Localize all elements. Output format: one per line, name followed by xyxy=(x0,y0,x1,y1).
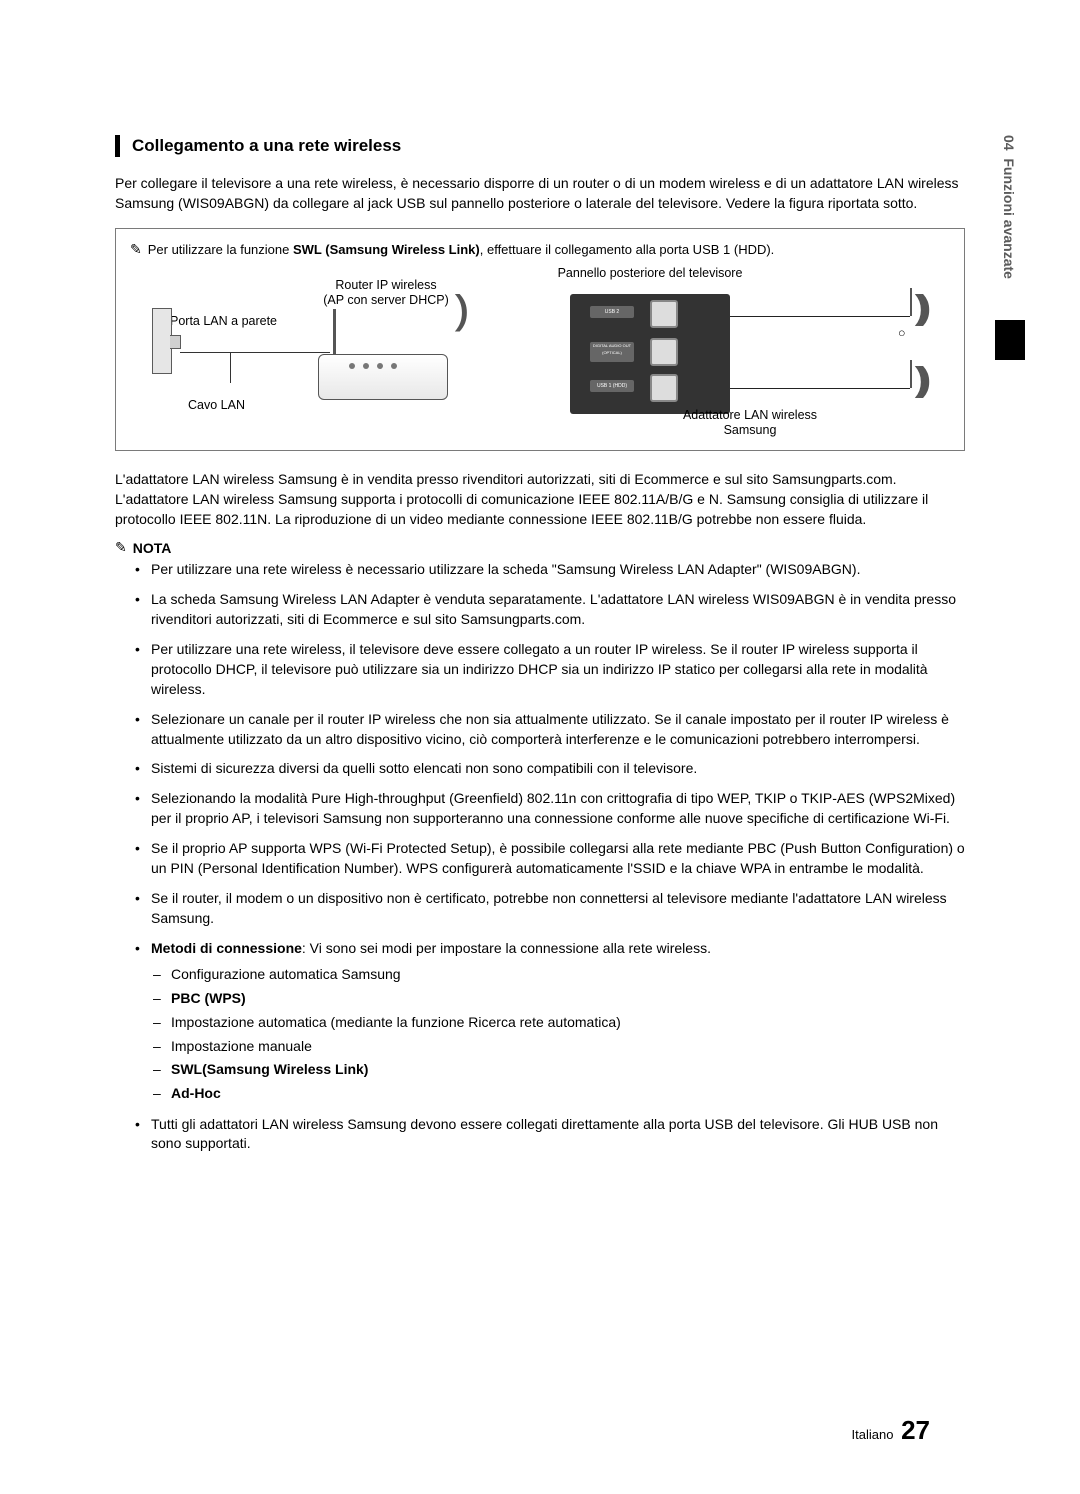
tv-back-panel-icon: USB 2 DIGITAL AUDIO OUT (OPTICAL) USB 1 … xyxy=(570,294,730,414)
intro-paragraph: Per collegare il televisore a una rete w… xyxy=(115,173,965,214)
heading-bar-icon xyxy=(115,135,120,157)
methods-rest: : Vi sono sei modi per impostare la conn… xyxy=(302,940,711,956)
note-icon: ✎ xyxy=(115,539,127,556)
diagram-top-note: ✎ Per utilizzare la funzione SWL (Samsun… xyxy=(130,241,950,258)
chapter-title: Funzioni avanzate xyxy=(1001,158,1017,279)
sub-item: Configurazione automatica Samsung xyxy=(171,964,965,986)
usb-line-bottom xyxy=(730,388,910,389)
note-item: Per utilizzare una rete wireless è neces… xyxy=(151,560,965,580)
note-icon: ✎ xyxy=(130,241,142,258)
usb2-slot: USB 2 xyxy=(590,306,634,318)
chapter-number: 04 xyxy=(1001,135,1017,151)
note-item: Selezionare un canale per il router IP w… xyxy=(151,710,965,750)
wall-port-label: Porta LAN a parete xyxy=(170,314,277,330)
adapter-info-paragraph: L'adattatore LAN wireless Samsung è in v… xyxy=(115,469,965,530)
usb1-port-icon xyxy=(650,374,678,402)
lan-cable-line xyxy=(180,352,330,353)
note-item: Se il router, il modem o un dispositivo … xyxy=(151,889,965,929)
sub-item: SWL(Samsung Wireless Link) xyxy=(171,1059,965,1081)
adapter-top-icon xyxy=(910,288,912,316)
router-lights-icon xyxy=(349,363,397,369)
note-item: Per utilizzare una rete wireless, il tel… xyxy=(151,640,965,700)
router-label: Router IP wireless(AP con server DHCP) xyxy=(316,278,456,309)
chapter-tab: 04 Funzioni avanzate xyxy=(995,135,1025,505)
diagram-area: Porta LAN a parete Cavo LAN Router IP wi… xyxy=(130,268,950,430)
adapter-bottom-icon xyxy=(910,360,912,388)
note-item: La scheda Samsung Wireless LAN Adapter è… xyxy=(151,590,965,630)
footer-lang: Italiano xyxy=(852,1427,894,1442)
router-icon xyxy=(318,354,448,400)
section-heading: Collegamento a una rete wireless xyxy=(115,135,965,157)
methods-bold: Metodi di connessione xyxy=(151,940,302,956)
chapter-label: 04 Funzioni avanzate xyxy=(1001,135,1017,279)
diagram-note-text: Per utilizzare la funzione SWL (Samsung … xyxy=(148,242,775,257)
sub-item: Impostazione manuale xyxy=(171,1036,965,1058)
wall-port-icon xyxy=(152,308,172,374)
note-item: Selezionando la modalità Pure High-throu… xyxy=(151,789,965,829)
optical-port-icon xyxy=(650,338,678,366)
sub-item: PBC (WPS) xyxy=(171,988,965,1010)
connection-diagram: ✎ Per utilizzare la funzione SWL (Samsun… xyxy=(115,228,965,451)
tab-marker xyxy=(995,320,1025,360)
notes-list: Per utilizzare una rete wireless è neces… xyxy=(115,560,965,1154)
nota-heading: ✎ NOTA xyxy=(115,539,965,556)
heading-text: Collegamento a una rete wireless xyxy=(132,136,401,156)
note-item: Se il proprio AP supporta WPS (Wi-Fi Pro… xyxy=(151,839,965,879)
usb1-slot: USB 1 (HDD) xyxy=(590,380,634,392)
tv-panel-label: Pannello posteriore del televisore xyxy=(550,266,750,282)
footer-page-number: 27 xyxy=(901,1415,930,1445)
sub-item: Impostazione automatica (mediante la fun… xyxy=(171,1012,965,1034)
optical-slot: DIGITAL AUDIO OUT (OPTICAL) xyxy=(590,342,634,362)
note-item-methods: Metodi di connessione: Vi sono sei modi … xyxy=(151,939,965,1105)
note-item: Tutti gli adattatori LAN wireless Samsun… xyxy=(151,1115,965,1155)
document-page: 04 Funzioni avanzate Collegamento a una … xyxy=(0,0,1080,1494)
page-footer: Italiano 27 xyxy=(852,1415,930,1446)
note-item: Sistemi di sicurezza diversi da quelli s… xyxy=(151,759,965,779)
lan-cable-label: Cavo LAN xyxy=(188,398,245,414)
usb2-port-icon xyxy=(650,300,678,328)
adapter-circle-label: ○ xyxy=(898,326,906,342)
usb-line-top xyxy=(730,316,910,317)
methods-sublist: Configurazione automatica Samsung PBC (W… xyxy=(151,964,965,1104)
nota-label: NOTA xyxy=(133,540,172,556)
adapter-label: Adattatore LAN wirelessSamsung xyxy=(650,408,850,439)
sub-item: Ad-Hoc xyxy=(171,1083,965,1105)
